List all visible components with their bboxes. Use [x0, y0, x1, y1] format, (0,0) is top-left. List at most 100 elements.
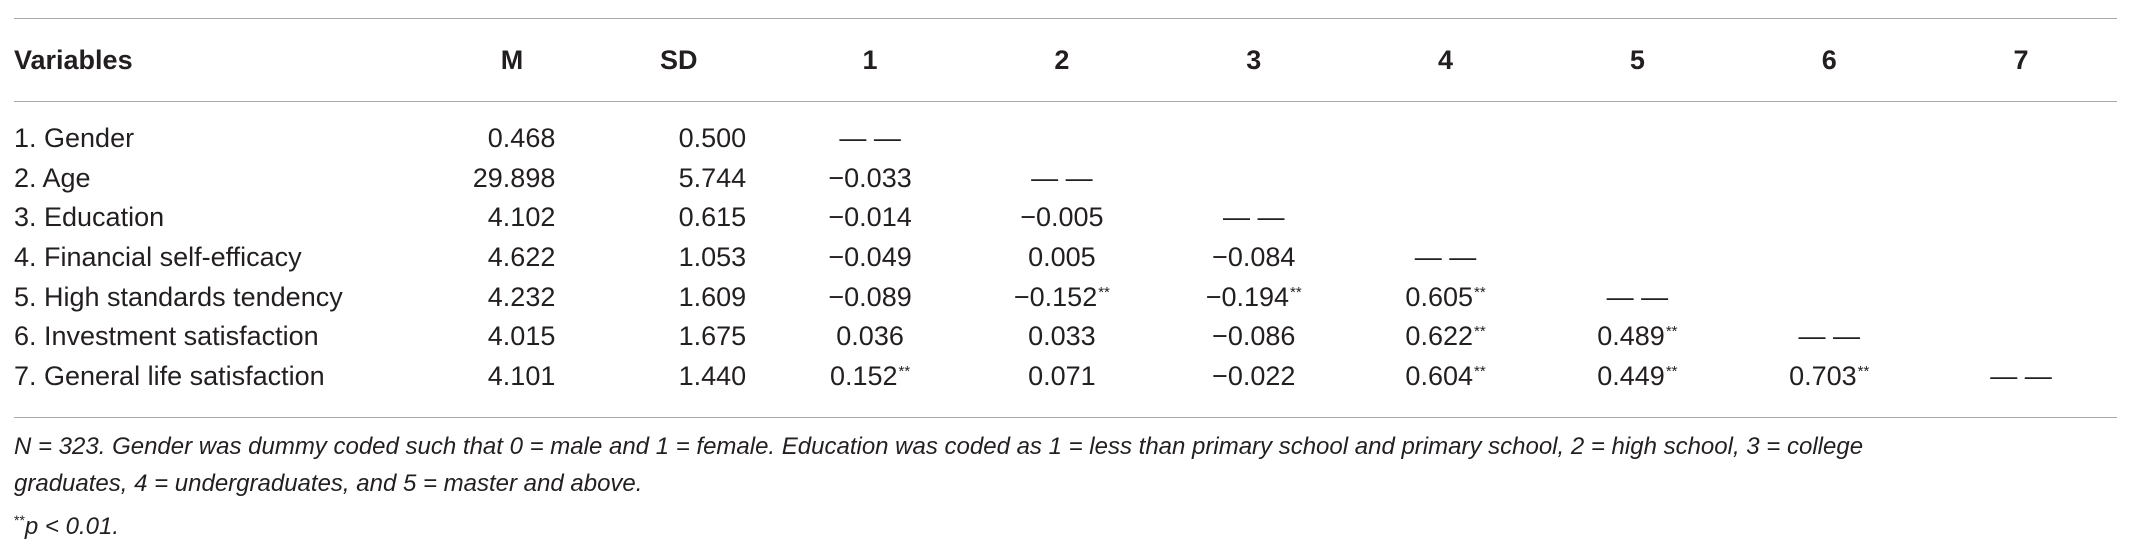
correlation-value-group: — —	[1415, 244, 1477, 271]
correlation-cell-2	[966, 101, 1158, 159]
variable-label: 3. Education	[14, 202, 165, 233]
correlation-cell-5	[1541, 101, 1733, 159]
variable-label: 4. Financial self-efficacy	[14, 242, 302, 273]
correlation-value: — —	[839, 123, 901, 154]
correlation-value-group: 0.489**	[1597, 323, 1677, 350]
variable-label: 5. High standards tendency	[14, 281, 343, 312]
correlation-cell-1: — —	[774, 101, 966, 159]
correlation-value-group: −0.194**	[1205, 281, 1302, 312]
correlation-cell-7	[1925, 238, 2117, 278]
correlation-cell-3	[1158, 101, 1350, 159]
correlation-cell-1: −0.089	[774, 277, 966, 317]
significance-marker: **	[1098, 283, 1110, 301]
header-col-1: 1	[862, 45, 878, 75]
header-m: M	[500, 45, 524, 75]
correlation-cell-2: 0.005	[966, 238, 1158, 278]
correlation-cell-7	[1925, 198, 2117, 238]
correlation-cell-6	[1733, 198, 1925, 238]
correlation-value-group: −0.152**	[1014, 283, 1110, 311]
correlation-value-group: 0.605**	[1405, 283, 1486, 311]
correlation-cell-7	[1925, 277, 2117, 317]
correlation-cell-7	[1925, 101, 2117, 159]
correlation-value-group: 0.152**	[829, 360, 910, 391]
correlation-value: — —	[1990, 360, 2052, 391]
note-significance: **p < 0.01.	[14, 502, 2114, 545]
correlation-cell-5: 0.449**	[1541, 357, 1733, 397]
correlation-value: −0.014	[828, 202, 912, 233]
table-row: 5. High standards tendency 4.232 1.609 −0.0…	[14, 277, 2117, 317]
correlation-value-group: — —	[1031, 164, 1093, 192]
correlation-value: 0.005	[1028, 242, 1096, 273]
header-variables: Variables	[14, 45, 133, 75]
significance-marker: **	[1665, 362, 1678, 380]
correlation-cell-6: 0.703**	[1733, 357, 1925, 397]
correlation-cell-4: — —	[1350, 238, 1542, 278]
header-col-4: 4	[1438, 45, 1454, 75]
variable-label: 7. General life satisfaction	[14, 360, 325, 391]
correlation-cell-4	[1350, 159, 1542, 199]
correlation-cell-1: −0.014	[774, 198, 966, 238]
correlation-cell-3: — —	[1158, 198, 1350, 238]
significance-marker: **	[14, 512, 25, 528]
note-line-2: graduates, 4 = undergraduates, and 5 = m…	[14, 470, 643, 497]
table-row: 3. Education 4.102 0.615 −0.014 −0.005 — —	[14, 198, 2117, 238]
sd-value: 1.053	[678, 242, 747, 273]
correlation-cell-3: −0.194**	[1158, 277, 1350, 317]
significance-marker: **	[1474, 283, 1486, 301]
header-rule	[14, 101, 2117, 102]
mean-value: 4.101	[487, 360, 556, 391]
variable-label: 2. Age	[14, 162, 91, 193]
correlation-value: 0.604	[1405, 360, 1473, 391]
table-notes: N = 323. Gender was dummy coded such tha…	[14, 428, 2114, 545]
correlation-cell-4	[1350, 101, 1542, 159]
correlation-value: 0.071	[1028, 360, 1096, 391]
correlation-cell-5	[1541, 159, 1733, 199]
correlation-value: −0.005	[1020, 202, 1104, 233]
mean-value: 4.622	[487, 242, 556, 273]
correlation-cell-2: 0.033	[966, 317, 1158, 357]
correlation-value: −0.089	[828, 281, 912, 312]
variable-label: 1. Gender	[14, 123, 135, 154]
correlation-value: — —	[1606, 281, 1669, 312]
sd-value: 5.744	[678, 162, 747, 193]
correlation-cell-4: 0.604**	[1350, 357, 1542, 397]
table-row: 2. Age 29.898 5.744 −0.033 — —	[14, 159, 2117, 199]
correlation-cell-1: 0.152**	[774, 357, 966, 397]
correlation-table: Variables M SD 1 2 3 4 5 6 7 1. Gender 0.…	[14, 20, 2117, 396]
correlation-cell-5	[1541, 198, 1733, 238]
correlation-value-group: — —	[839, 125, 901, 152]
header-col-2: 2	[1054, 45, 1070, 75]
correlation-value-group: 0.036	[836, 323, 904, 350]
correlation-value-group: −0.049	[828, 244, 911, 271]
correlation-value-group: −0.022	[1212, 362, 1295, 390]
significance-marker: **	[1474, 362, 1486, 380]
sd-value: 0.500	[678, 123, 747, 154]
correlation-cell-4: 0.605**	[1350, 277, 1542, 317]
correlation-value: −0.033	[828, 162, 912, 193]
correlation-cell-6: — —	[1733, 317, 1925, 357]
significance-marker: **	[1474, 323, 1486, 341]
correlation-cell-2: −0.005	[966, 198, 1158, 238]
correlation-value: −0.194	[1205, 281, 1290, 312]
significance-marker: **	[1857, 362, 1870, 380]
correlation-value-group: 0.005	[1028, 244, 1096, 271]
mean-value: 4.232	[487, 281, 556, 312]
correlation-cell-7	[1925, 159, 2117, 199]
correlation-value-group: −0.005	[1020, 204, 1103, 231]
table-row: 7. General life satisfaction 4.101 1.440 0.…	[14, 357, 2117, 397]
header-col-7: 7	[2013, 45, 2029, 75]
correlation-cell-3: −0.086	[1158, 317, 1350, 357]
correlation-cell-1: 0.036	[774, 317, 966, 357]
correlation-value: — —	[1222, 202, 1285, 233]
correlation-value: 0.152	[829, 360, 898, 391]
correlation-cell-1: −0.033	[774, 159, 966, 199]
header-col-3: 3	[1246, 45, 1262, 75]
correlation-value-group: 0.449**	[1597, 362, 1678, 390]
correlation-value: 0.033	[1028, 321, 1096, 352]
correlation-value: 0.036	[836, 321, 904, 352]
correlation-value: −0.049	[828, 242, 912, 273]
correlation-cell-1: −0.049	[774, 238, 966, 278]
correlation-cell-2: −0.152**	[966, 277, 1158, 317]
sd-value: 1.675	[678, 321, 747, 352]
